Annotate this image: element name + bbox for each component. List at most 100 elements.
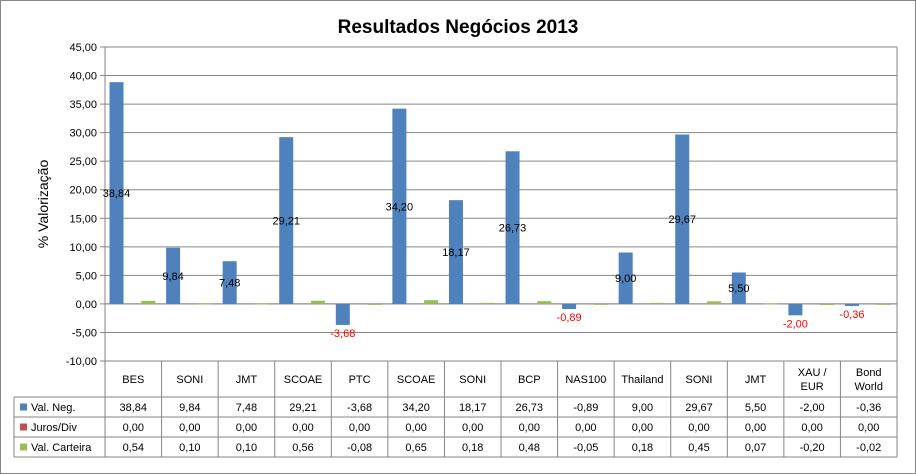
table-cell: -0,02 xyxy=(856,442,881,454)
table-cell: 9,00 xyxy=(632,402,653,414)
table-cell: 38,84 xyxy=(120,402,148,414)
y-tick-label: -5,00 xyxy=(72,327,97,339)
table-cell: -0,89 xyxy=(573,402,598,414)
data-label: 7,48 xyxy=(219,278,240,290)
data-label: 5,50 xyxy=(728,283,749,295)
category-label: SONI xyxy=(459,374,486,386)
table-cell: 0,00 xyxy=(745,422,766,434)
table-cell: 29,21 xyxy=(289,402,317,414)
table-cell: 5,50 xyxy=(745,402,766,414)
table-cell: 0,00 xyxy=(179,422,200,434)
legend-key-juros-div xyxy=(20,423,27,431)
category-label: Bond World xyxy=(854,367,883,393)
table-cell: 0,00 xyxy=(123,422,144,434)
category-label: JMT xyxy=(236,374,258,386)
data-label: -3,68 xyxy=(330,328,355,340)
table-cell: 0,00 xyxy=(405,422,426,434)
chart-title: Resultados Negócios 2013 xyxy=(338,17,579,38)
bar-val-neg- xyxy=(731,272,746,304)
bar-val-carteira xyxy=(197,303,212,305)
data-label: -0,89 xyxy=(557,312,582,324)
table-cell: 0,56 xyxy=(292,442,313,454)
data-label: -0,36 xyxy=(839,309,864,321)
table-cell: -3,68 xyxy=(347,402,372,414)
table-cell: 0,07 xyxy=(745,442,766,454)
category-label: BCP xyxy=(518,374,541,386)
y-tick-label: 45,00 xyxy=(69,42,97,54)
bar-val-neg- xyxy=(335,303,350,325)
bar-val-carteira xyxy=(706,301,721,304)
data-label: 34,20 xyxy=(386,201,414,213)
y-tick-label: 25,00 xyxy=(69,156,97,168)
y-tick-label: 0,00 xyxy=(76,299,97,311)
category-label: NAS100 xyxy=(565,374,606,386)
table-cell: 0,00 xyxy=(292,422,313,434)
bar-val-neg- xyxy=(109,82,124,304)
table-cell: 0,65 xyxy=(405,442,426,454)
table-cell: -0,36 xyxy=(856,402,881,414)
legend-series-name: Val. Neg. xyxy=(31,402,75,414)
table-cell: 0,00 xyxy=(519,422,540,434)
data-label: 38,84 xyxy=(103,188,131,200)
table-cell: 0,00 xyxy=(801,422,822,434)
y-tick-label: -10,00 xyxy=(66,356,97,368)
bar-val-carteira xyxy=(820,303,835,306)
bar-val-carteira xyxy=(480,302,495,304)
table-cell: 0,18 xyxy=(462,442,483,454)
data-label: 29,21 xyxy=(272,216,300,228)
table-cell: -0,08 xyxy=(347,442,372,454)
data-label: 9,84 xyxy=(162,271,183,283)
bar-val-neg- xyxy=(562,303,577,309)
gridlines: -10,00 -5,00 0,00 5,00 10,00 15,00 20,00 25,00 3… xyxy=(66,42,898,368)
table-cell: 0,00 xyxy=(688,422,709,434)
bar-val-neg- xyxy=(788,303,803,316)
y-tick-label: 40,00 xyxy=(69,71,97,83)
bar-val-carteira xyxy=(593,303,608,305)
y-tick-label: 30,00 xyxy=(69,128,97,140)
category-label: XAU / EUR xyxy=(798,367,828,393)
table-cell: 9,84 xyxy=(179,402,200,414)
table-cell: 0,18 xyxy=(632,442,653,454)
bars xyxy=(109,82,891,325)
bar-val-carteira xyxy=(424,300,439,304)
legend-key-val-neg- xyxy=(20,403,27,411)
y-axis-label: % Valorização xyxy=(35,160,51,249)
table-cell: 0,10 xyxy=(236,442,257,454)
bar-val-carteira xyxy=(367,303,382,305)
bar-val-neg- xyxy=(675,134,690,304)
table-cell: 0,45 xyxy=(688,442,709,454)
data-label: 18,17 xyxy=(442,247,470,259)
bar-val-carteira xyxy=(310,300,325,304)
category-label: SONI xyxy=(176,374,203,386)
category-label: SONI xyxy=(686,374,713,386)
bar-val-neg- xyxy=(222,261,237,304)
bar-val-neg- xyxy=(618,252,633,304)
table-cell: 0,00 xyxy=(462,422,483,434)
table-cell: -0,20 xyxy=(800,442,825,454)
table-cell: -2,00 xyxy=(800,402,825,414)
y-tick-label: 15,00 xyxy=(69,213,97,225)
legend-series-name: Juros/Div xyxy=(31,422,77,434)
category-label: SCOAE xyxy=(397,374,436,386)
bar-val-carteira xyxy=(537,301,552,304)
data-label: 9,00 xyxy=(615,273,636,285)
data-labels: 38,84 9,84 7,48 29,21 -3,68 34,20 18,17 26,73 -0… xyxy=(103,188,865,340)
data-label: 29,67 xyxy=(668,214,696,226)
table-cell: 0,48 xyxy=(519,442,540,454)
bar-val-carteira xyxy=(141,300,156,304)
table-cell: -0,05 xyxy=(573,442,598,454)
table-cell: 18,17 xyxy=(459,402,487,414)
table-cell: 0,00 xyxy=(858,422,879,434)
category-label: PTC xyxy=(349,374,371,386)
bar-val-neg- xyxy=(392,108,407,304)
table-cell: 0,00 xyxy=(236,422,257,434)
table-cell: 0,00 xyxy=(575,422,596,434)
data-label: 26,73 xyxy=(499,223,527,235)
table-cell: 34,20 xyxy=(402,402,430,414)
table-cell: 0,10 xyxy=(179,442,200,454)
data-table: BES SONI JMT SCOAE PTC SCOAE SONI BCP NAS100 Thai… xyxy=(13,360,898,458)
table-cell: 26,73 xyxy=(516,402,544,414)
category-label: SCOAE xyxy=(284,374,323,386)
y-tick-label: 20,00 xyxy=(69,185,97,197)
bar-val-neg- xyxy=(448,200,463,304)
